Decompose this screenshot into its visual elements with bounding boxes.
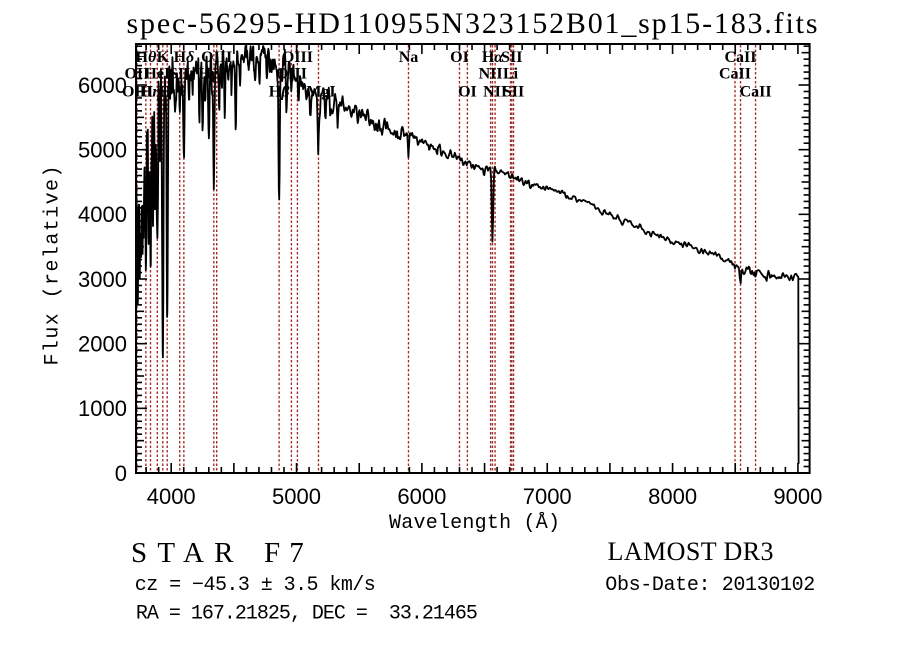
svg-text:Hα: Hα [482, 49, 504, 66]
svg-text:Na: Na [399, 49, 419, 66]
svg-text:OIII: OIII [201, 49, 232, 66]
svg-text:Hδ: Hδ [174, 49, 195, 66]
svg-text:MgI: MgI [306, 83, 335, 100]
svg-text:4000: 4000 [78, 202, 127, 227]
svg-text:NII: NII [479, 66, 503, 83]
svg-text:OI: OI [458, 83, 477, 100]
svg-text:1000: 1000 [78, 396, 127, 421]
svg-text:0: 0 [115, 461, 127, 486]
svg-text:OIII: OIII [282, 49, 313, 66]
svg-text:8000: 8000 [648, 484, 697, 509]
svg-text:6000: 6000 [78, 73, 127, 98]
svg-text:SII: SII [169, 66, 190, 83]
svg-text:HeI: HeI [144, 66, 170, 83]
svg-text:Obs-Date: 20130102: Obs-Date: 20130102 [605, 574, 815, 597]
svg-text:4000: 4000 [147, 484, 196, 509]
svg-text:Li: Li [503, 66, 519, 83]
svg-text:2000: 2000 [78, 332, 127, 357]
svg-text:Hη: Hη [140, 83, 161, 100]
svg-text:OI: OI [450, 49, 469, 66]
svg-text:OIII: OIII [122, 83, 153, 100]
svg-text:Wavelength (Å): Wavelength (Å) [389, 512, 560, 535]
svg-text:cz = −45.3 ± 3.5 km/s: cz = −45.3 ± 3.5 km/s [135, 574, 376, 597]
svg-text:Hβ: Hβ [269, 83, 290, 100]
svg-text:CaII: CaII [724, 49, 756, 66]
svg-text:5000: 5000 [272, 484, 321, 509]
svg-text:SII: SII [503, 83, 524, 100]
svg-text:SII: SII [501, 49, 522, 66]
svg-text:STAR: STAR [131, 537, 234, 569]
svg-text:RA = 167.21825, DEC = 33.2146: RA = 167.21825, DEC = 33.21465 [136, 603, 478, 626]
svg-text:9000: 9000 [773, 484, 822, 509]
svg-text:3000: 3000 [78, 267, 127, 292]
svg-text:Hθ: Hθ [136, 49, 157, 66]
svg-text:H: H [159, 83, 172, 100]
svg-text:NII: NII [483, 83, 507, 100]
svg-text:7000: 7000 [523, 484, 572, 509]
svg-text:5000: 5000 [78, 138, 127, 163]
svg-text:OII: OII [124, 66, 149, 83]
svg-text:LAMOST DR3: LAMOST DR3 [608, 537, 774, 566]
svg-text:spec-56295-HD110955N323152B01_: spec-56295-HD110955N323152B01_sp15-183.f… [127, 7, 818, 40]
svg-text:K: K [157, 49, 170, 66]
svg-text:Flux (relative): Flux (relative) [42, 166, 65, 366]
svg-text:6000: 6000 [397, 484, 446, 509]
svg-text:CaII: CaII [719, 66, 751, 83]
svg-text:Hγ: Hγ [198, 66, 217, 83]
svg-text:OIII: OIII [276, 66, 307, 83]
svg-text:CaII: CaII [740, 83, 772, 100]
